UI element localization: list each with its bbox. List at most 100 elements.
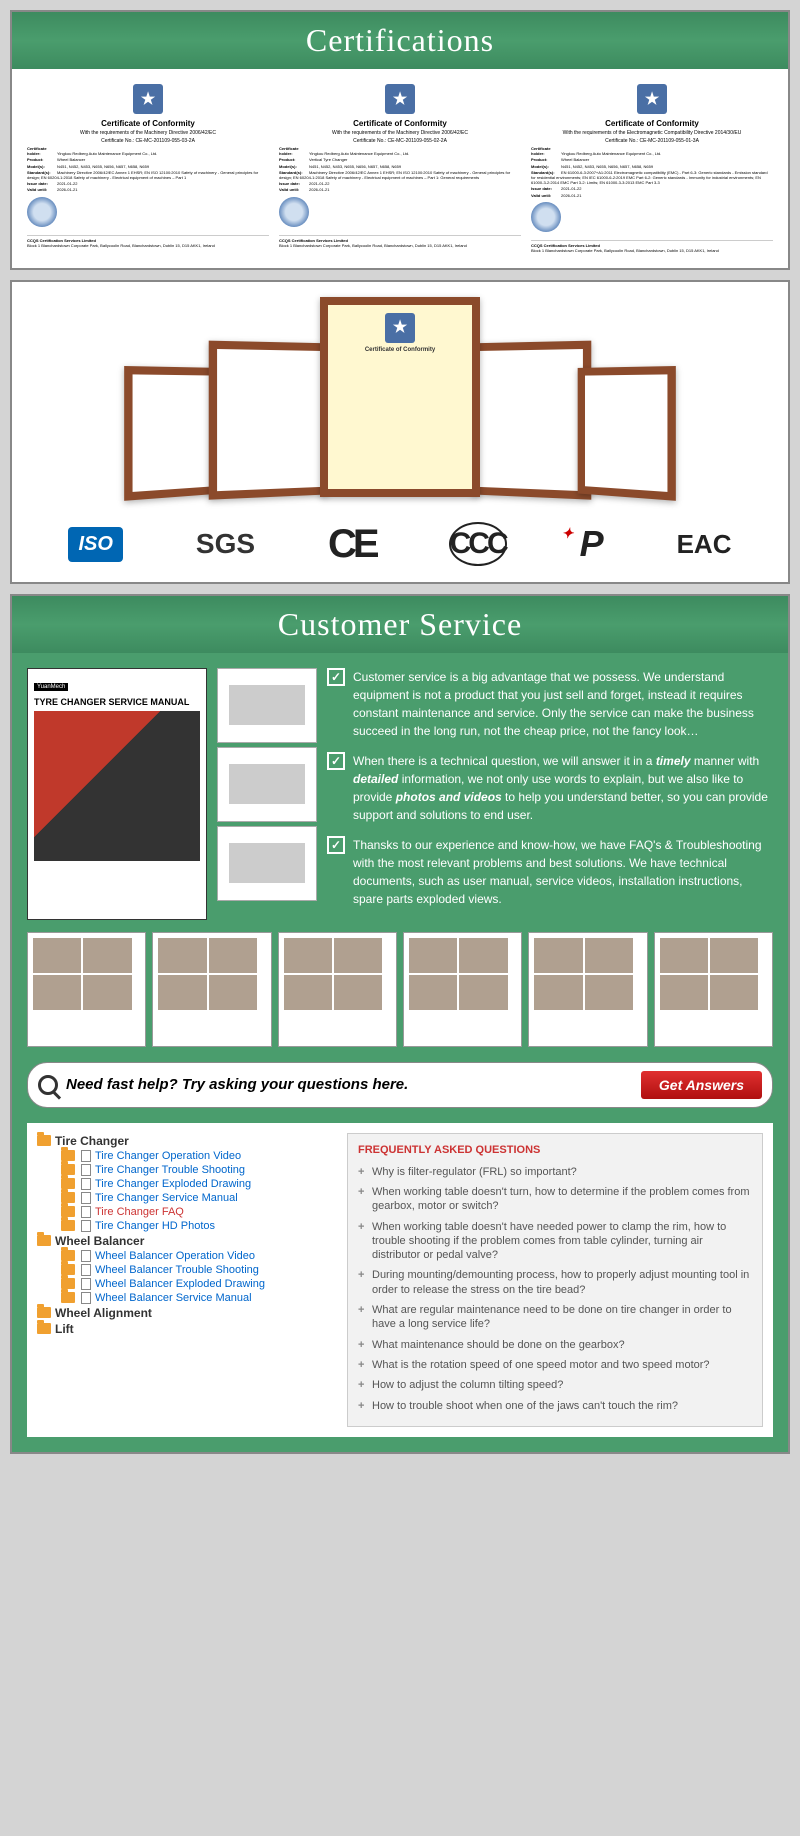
manual-excerpt [217, 747, 317, 822]
framed-certificate [124, 366, 222, 501]
certificate-doc: ★ Certificate of Conformity With the req… [274, 79, 526, 258]
doc-icon [81, 1150, 91, 1162]
doc-icon [81, 1206, 91, 1218]
service-bullet-1: Customer service is a big advantage that… [353, 668, 773, 740]
check-icon: ✓ [327, 752, 345, 770]
doc-icon [81, 1264, 91, 1276]
p-logo: P [580, 523, 604, 565]
certifications-header: Certifications [12, 12, 788, 69]
tree-item[interactable]: Tire Changer Operation Video [61, 1149, 337, 1163]
tree-item[interactable]: Wheel Balancer Trouble Shooting [61, 1263, 337, 1277]
folder-icon [37, 1307, 51, 1318]
resource-tree: Tire Changer Tire Changer Operation Vide… [37, 1133, 337, 1427]
certificate-doc: ★ Certificate of Conformity With the req… [526, 79, 778, 258]
folder-icon [61, 1192, 75, 1203]
service-body: YuanMech TYRE CHANGER SERVICE MANUAL ✓ C… [12, 653, 788, 1452]
framed-certificates-panel: ★Certificate of Conformity ISO SGS CE CC… [10, 280, 790, 584]
tire-changer-image [34, 711, 200, 861]
tree-wheel-balancer[interactable]: Wheel Balancer [37, 1233, 337, 1249]
cert-seal-icon [27, 197, 57, 227]
folder-icon [61, 1150, 75, 1161]
folder-icon [37, 1235, 51, 1246]
folder-icon [37, 1135, 51, 1146]
get-answers-button[interactable]: Get Answers [641, 1071, 762, 1099]
folder-icon [61, 1250, 75, 1261]
faq-title: FREQUENTLY ASKED QUESTIONS [358, 1144, 752, 1156]
doc-icon [81, 1278, 91, 1290]
eu-stars-logo: ★ [385, 84, 415, 114]
tree-item[interactable]: Tire Changer Service Manual [61, 1191, 337, 1205]
folder-icon [61, 1178, 75, 1189]
manual-excerpt [217, 668, 317, 743]
search-placeholder[interactable]: Need fast help? Try asking your question… [66, 1076, 633, 1093]
folder-icon [61, 1164, 75, 1175]
manual-page [278, 932, 397, 1047]
tree-lift[interactable]: Lift [37, 1321, 337, 1337]
framed-certificates-row: ★Certificate of Conformity [12, 282, 788, 507]
certificate-doc: ★ Certificate of Conformity With the req… [22, 79, 274, 258]
service-bullet-2: When there is a technical question, we w… [353, 752, 773, 824]
service-manual-cover: YuanMech TYRE CHANGER SERVICE MANUAL [27, 668, 207, 920]
manual-page [403, 932, 522, 1047]
manual-page [654, 932, 773, 1047]
manual-excerpt [217, 826, 317, 901]
customer-service-panel: Customer Service YuanMech TYRE CHANGER S… [10, 594, 790, 1454]
doc-icon [81, 1220, 91, 1232]
tree-item[interactable]: Tire Changer Exploded Drawing [61, 1177, 337, 1191]
faq-item[interactable]: How to trouble shoot when one of the jaw… [358, 1396, 752, 1416]
check-icon: ✓ [327, 668, 345, 686]
faq-item[interactable]: What are regular maintenance need to be … [358, 1300, 752, 1335]
doc-icon [81, 1164, 91, 1176]
doc-icon [81, 1192, 91, 1204]
framed-certificate-center: ★Certificate of Conformity [320, 297, 480, 497]
ce-logo: CE [328, 522, 376, 567]
sgs-logo: SGS [196, 528, 255, 560]
folder-icon [61, 1264, 75, 1275]
folder-icon [61, 1278, 75, 1289]
tree-wheel-alignment[interactable]: Wheel Alignment [37, 1305, 337, 1321]
cert-seal-icon [531, 202, 561, 232]
faq-item[interactable]: When working table doesn't turn, how to … [358, 1182, 752, 1217]
faq-item[interactable]: How to adjust the column tilting speed? [358, 1375, 752, 1395]
tree-tire-changer[interactable]: Tire Changer [37, 1133, 337, 1149]
check-icon: ✓ [327, 836, 345, 854]
tree-item[interactable]: Tire Changer FAQ [61, 1205, 337, 1219]
doc-icon [81, 1250, 91, 1262]
service-bullets: ✓ Customer service is a big advantage th… [327, 668, 773, 920]
framed-certificate [578, 366, 676, 501]
faq-box: FREQUENTLY ASKED QUESTIONS Why is filter… [347, 1133, 763, 1427]
search-icon [38, 1075, 58, 1095]
framed-certificate [209, 340, 329, 499]
ccc-logo: CCC [449, 522, 507, 566]
eu-stars-logo: ★ [133, 84, 163, 114]
folder-icon [61, 1206, 75, 1217]
faq-item[interactable]: During mounting/demounting process, how … [358, 1265, 752, 1300]
doc-icon [81, 1178, 91, 1190]
tree-item[interactable]: Wheel Balancer Exploded Drawing [61, 1277, 337, 1291]
faq-item[interactable]: Why is filter-regulator (FRL) so importa… [358, 1162, 752, 1182]
tree-item[interactable]: Tire Changer HD Photos [61, 1219, 337, 1233]
folder-icon [61, 1220, 75, 1231]
customer-service-header: Customer Service [12, 596, 788, 653]
manual-page [152, 932, 271, 1047]
eu-stars-logo: ★ [637, 84, 667, 114]
faq-item[interactable]: What is the rotation speed of one speed … [358, 1355, 752, 1375]
manual-pages-row [27, 932, 773, 1047]
eac-logo: EAC [677, 529, 732, 560]
certificate-documents-row: ★ Certificate of Conformity With the req… [12, 69, 788, 268]
folder-icon [37, 1323, 51, 1334]
cert-title: Certificate of Conformity [27, 119, 269, 128]
faq-item[interactable]: When working table doesn't have needed p… [358, 1217, 752, 1266]
service-bullet-3: Thansks to our experience and know-how, … [353, 836, 773, 908]
tree-item[interactable]: Tire Changer Trouble Shooting [61, 1163, 337, 1177]
certifications-panel: Certifications ★ Certificate of Conformi… [10, 10, 790, 270]
tree-item[interactable]: Wheel Balancer Service Manual [61, 1291, 337, 1305]
cert-seal-icon [279, 197, 309, 227]
doc-icon [81, 1292, 91, 1304]
help-search-bar: Need fast help? Try asking your question… [27, 1062, 773, 1108]
resources-and-faq: Tire Changer Tire Changer Operation Vide… [27, 1123, 773, 1437]
tree-item[interactable]: Wheel Balancer Operation Video [61, 1249, 337, 1263]
framed-certificate [472, 340, 592, 499]
manual-page [528, 932, 647, 1047]
faq-item[interactable]: What maintenance should be done on the g… [358, 1335, 752, 1355]
